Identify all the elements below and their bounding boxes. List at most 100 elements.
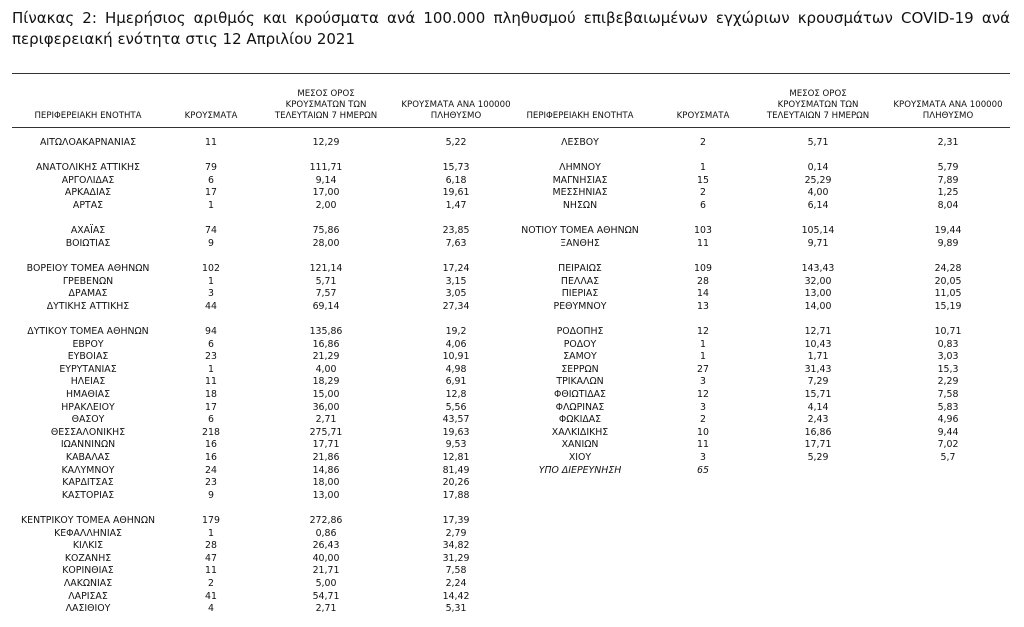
cell-value: 9 (208, 237, 214, 249)
region-name: ΧΑΝΙΩΝ (561, 439, 599, 451)
region-name: ΜΑΓΝΗΣΙΑΣ (552, 174, 608, 186)
cell-value: 7,02 (937, 439, 959, 451)
top-rule (12, 73, 1010, 74)
cell-value: 19,63 (442, 426, 470, 438)
region-name: ΛΗΜΝΟΥ (559, 162, 601, 174)
cell-value: 69,14 (312, 300, 340, 312)
cell-value: 102 (202, 263, 220, 274)
region-name: ΚΕΝΤΡΙΚΟΥ ΤΟΜΕΑ ΑΘΗΝΩΝ (20, 515, 156, 526)
cell-value: 23 (205, 351, 217, 363)
cell-value: 75,86 (312, 225, 340, 237)
cell-value: 0,86 (315, 527, 337, 539)
region-name: ΡΕΘΥΜΝΟΥ (553, 300, 607, 312)
cell-value: 14,86 (312, 464, 340, 476)
region-name: ΤΡΙΚΑΛΩΝ (556, 376, 604, 388)
column-header: ΠΕΡΙΦΕΡΕΙΑΚΗ ΕΝΟΤΗΤΑ (34, 111, 142, 121)
cell-value: 11 (205, 376, 217, 388)
column-header: ΜΕΣΟΣ ΟΡΟΣ ΚΡΟΥΣΜΑΤΩΝ ΤΩΝ ΤΕΛΕΥΤΑΙΩΝ 7 Η… (274, 89, 378, 121)
region-name: ΔΥΤΙΚΟΥ ΤΟΜΕΑ ΑΘΗΝΩΝ (27, 326, 149, 337)
region-name: ΘΕΣΣΑΛΟΝΙΚΗΣ (50, 426, 126, 438)
region-name: ΠΕΙΡΑΙΩΣ (558, 263, 602, 274)
cell-value: 9,89 (937, 237, 959, 249)
cell-value: 44 (205, 300, 217, 312)
cell-value: 20,05 (934, 275, 962, 287)
cell-value: 27,34 (442, 300, 470, 312)
cell-value: 28,00 (312, 237, 340, 249)
cell-value: 0,14 (807, 162, 829, 174)
cell-value: 1,71 (807, 351, 829, 363)
column-header: ΠΕΡΙΦΕΡΕΙΑΚΗ ΕΝΟΤΗΤΑ (526, 111, 634, 121)
cell-value: 5,7 (940, 452, 956, 463)
cell-value: 5,00 (315, 578, 337, 589)
cell-value: 6 (208, 414, 214, 426)
cell-value: 7,58 (937, 389, 959, 400)
region-name: ΝΟΤΙΟΥ ΤΟΜΕΑ ΑΘΗΝΩΝ (521, 225, 639, 237)
cell-value: 6,18 (445, 174, 467, 186)
cell-value: 17,00 (312, 187, 340, 199)
cell-value: 17,88 (442, 489, 470, 501)
cell-value: 3 (700, 376, 706, 388)
region-name: ΛΑΡΙΣΑΣ (68, 590, 108, 602)
cell-value: 135,86 (309, 326, 343, 337)
region-name: ΕΥΒΟΙΑΣ (67, 351, 109, 363)
cell-value: 10,43 (804, 338, 832, 350)
cell-value: 11 (697, 237, 709, 249)
region-name: ΡΟΔΟΥ (563, 338, 597, 350)
cell-value: 16,86 (312, 338, 340, 350)
cell-value: 7,57 (315, 288, 337, 300)
cell-value: 272,86 (309, 515, 343, 526)
cell-value: 13,00 (312, 489, 340, 501)
cell-value: 4,00 (807, 187, 829, 199)
cell-value: 6 (700, 200, 706, 211)
cell-value: 2,43 (807, 414, 829, 426)
cell-value: 2 (700, 187, 706, 199)
cell-value: 1,25 (937, 187, 959, 199)
cell-value: 10,71 (934, 326, 962, 337)
cell-value: 11,05 (934, 288, 962, 300)
table-title: Πίνακας 2: Ημερήσιος αριθμός και κρούσμα… (12, 9, 1010, 48)
cell-value: 11 (205, 137, 217, 148)
cell-value: 11 (697, 439, 709, 451)
cell-value: 32,00 (804, 275, 832, 287)
region-name: ΔΡΑΜΑΣ (68, 288, 108, 300)
region-name: ΒΟΙΩΤΙΑΣ (65, 237, 111, 249)
region-name: ΒΟΡΕΙΟΥ ΤΟΜΕΑ ΑΘΗΝΩΝ (26, 263, 150, 274)
region-name: ΕΥΡΥΤΑΝΙΑΣ (59, 363, 117, 375)
cell-value: 12,71 (804, 326, 832, 337)
region-name: ΗΛΕΙΑΣ (70, 376, 106, 388)
cell-value: 10 (697, 426, 709, 438)
cell-value: 5,22 (445, 137, 467, 148)
cell-value: 2,29 (937, 376, 959, 388)
cell-value: 20,26 (442, 477, 470, 489)
cell-value: 18,00 (312, 477, 340, 489)
cell-value: 1 (208, 200, 214, 211)
cell-value: 15,71 (804, 389, 832, 400)
cell-value: 5,71 (315, 275, 337, 287)
cell-value: 9,14 (315, 174, 337, 186)
column-header: ΜΕΣΟΣ ΟΡΟΣ ΚΡΟΥΣΜΑΤΩΝ ΤΩΝ ΤΕΛΕΥΤΑΙΩΝ 7 Η… (766, 89, 870, 121)
cell-value: 26,43 (312, 540, 340, 552)
region-name: ΛΑΚΩΝΙΑΣ (63, 578, 113, 589)
cell-value: 4 (208, 603, 214, 615)
region-name: ΠΕΛΛΑΣ (560, 275, 600, 287)
cell-value: 94 (205, 326, 217, 337)
cell-value: 54,71 (312, 590, 340, 602)
cell-value: 43,57 (442, 414, 470, 426)
cell-value: 15,73 (442, 162, 470, 174)
cell-value: 1 (700, 162, 706, 174)
region-name: ΜΕΣΣΗΝΙΑΣ (552, 187, 608, 199)
cell-value: 24 (205, 464, 217, 476)
region-name: ΑΙΤΩΛΟΑΚΑΡΝΑΝΙΑΣ (39, 137, 137, 148)
cell-value: 179 (202, 515, 220, 526)
cell-value: 5,31 (445, 603, 467, 615)
cell-value: 3 (700, 401, 706, 413)
cell-value: 16 (205, 439, 217, 451)
region-name: ΑΡΤΑΣ (72, 200, 104, 211)
column-header: ΚΡΟΥΣΜΑΤΑ (184, 111, 238, 121)
cell-value: 13,00 (804, 288, 832, 300)
cell-value: 1 (208, 527, 214, 539)
cell-value: 2,31 (937, 137, 959, 148)
cell-value: 275,71 (309, 426, 343, 438)
header-rule (12, 127, 1010, 128)
cell-value: 16,86 (804, 426, 832, 438)
